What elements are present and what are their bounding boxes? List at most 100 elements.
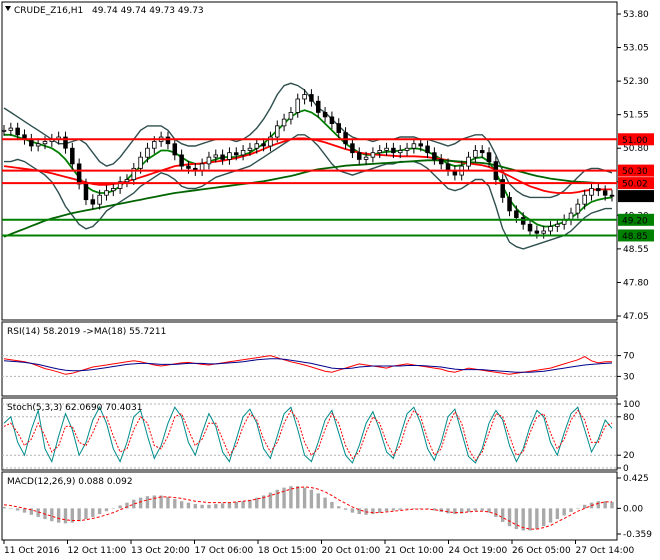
candle-body bbox=[104, 190, 109, 196]
level-label-51.00: 51.00 bbox=[622, 136, 648, 146]
candle-body bbox=[397, 150, 403, 154]
macd-tick-label: 0.425 bbox=[623, 474, 649, 484]
macd-bar bbox=[234, 501, 238, 509]
macd-bar bbox=[309, 489, 314, 509]
candle-body bbox=[172, 143, 178, 156]
candle-body bbox=[268, 136, 273, 147]
price-tick-label: 47.05 bbox=[623, 312, 649, 322]
macd-bar bbox=[466, 508, 471, 512]
candle-body bbox=[548, 226, 553, 232]
candle-body bbox=[520, 217, 526, 225]
macd-bar bbox=[220, 503, 225, 509]
macd-bar bbox=[514, 508, 519, 530]
macd-bar bbox=[473, 508, 478, 511]
macd-bar bbox=[412, 508, 416, 509]
macd-bar bbox=[166, 496, 170, 509]
candle-body bbox=[596, 188, 601, 192]
candle-body bbox=[336, 123, 341, 133]
macd-bar bbox=[494, 508, 498, 517]
macd-bar bbox=[77, 508, 81, 522]
macd-bar bbox=[159, 495, 163, 509]
level-tag-50.02 bbox=[618, 177, 654, 190]
candle-body bbox=[179, 154, 184, 167]
macd-bar bbox=[186, 502, 191, 509]
candle-body bbox=[240, 150, 246, 156]
macd-signal-line bbox=[3, 486, 613, 530]
macd-bar bbox=[91, 508, 95, 517]
candle-body bbox=[514, 210, 519, 218]
candle-body bbox=[432, 152, 437, 160]
candle-body bbox=[186, 165, 191, 169]
macd-bar bbox=[111, 508, 115, 509]
candle-body bbox=[97, 194, 102, 205]
candle-body bbox=[370, 152, 376, 158]
candle-body bbox=[418, 143, 423, 147]
macd-bar bbox=[207, 504, 211, 509]
candle-body bbox=[527, 223, 533, 232]
macd-bar bbox=[316, 493, 320, 509]
macd-bar bbox=[125, 502, 129, 509]
macd-bar bbox=[521, 508, 525, 531]
candle-body bbox=[42, 141, 48, 145]
macd-bar bbox=[152, 495, 156, 509]
level-label-48.85: 48.85 bbox=[622, 232, 648, 242]
candle-body bbox=[568, 212, 574, 221]
macd-bar bbox=[214, 504, 218, 509]
candle-body bbox=[1, 129, 7, 132]
candle-body bbox=[541, 230, 546, 234]
macd-bar bbox=[378, 508, 382, 513]
candle-body bbox=[70, 147, 75, 165]
macd-bar bbox=[432, 508, 437, 511]
macd-bar bbox=[173, 499, 177, 509]
macd-bar bbox=[582, 504, 587, 509]
price-tick-label: 47.80 bbox=[623, 278, 649, 288]
macd-bar bbox=[541, 508, 546, 527]
current-price-tag bbox=[618, 190, 654, 203]
candle-body bbox=[507, 197, 512, 212]
candle-body bbox=[131, 167, 137, 180]
candle-body bbox=[404, 147, 410, 151]
candle-body bbox=[377, 150, 382, 154]
macd-bar bbox=[302, 487, 307, 509]
x-tick-label: 17 Oct 06:00 bbox=[195, 546, 254, 556]
price-tick-label: 52.30 bbox=[623, 77, 649, 87]
tick-label: 0 bbox=[623, 464, 629, 474]
candle-body bbox=[589, 188, 594, 196]
candle-body bbox=[350, 143, 355, 154]
macd-bar bbox=[384, 508, 389, 512]
macd-bar bbox=[501, 508, 505, 522]
x-tick-label: 20 Oct 01:00 bbox=[322, 546, 381, 556]
macd-bar bbox=[15, 508, 20, 511]
macd-bar bbox=[323, 497, 327, 509]
macd-bar bbox=[268, 492, 273, 509]
level-label-49.20: 49.20 bbox=[622, 216, 648, 226]
candle-body bbox=[582, 194, 587, 205]
x-axis: 11 Oct 2016 12 Oct 11:00 13 Oct 20:00 17 Oc… bbox=[3, 540, 635, 556]
candle-body bbox=[479, 150, 485, 154]
x-tick-label: 13 Oct 20:00 bbox=[131, 546, 190, 556]
candle-body bbox=[275, 125, 280, 138]
macd-bar bbox=[460, 508, 464, 514]
x-tick-label: 24 Oct 19:00 bbox=[449, 546, 508, 556]
level-tag-51.00 bbox=[618, 133, 654, 146]
price-tick-label: 51.55 bbox=[623, 111, 649, 121]
x-tick-label: 27 Oct 14:00 bbox=[576, 546, 635, 556]
candle-body bbox=[391, 147, 396, 154]
candle-body bbox=[288, 112, 294, 120]
macd-bar bbox=[487, 508, 491, 513]
rsi-layer: 70 30 bbox=[2, 352, 635, 382]
candle-body bbox=[165, 136, 171, 145]
candle-body bbox=[466, 156, 471, 167]
macd-bar bbox=[603, 501, 607, 509]
candle-body bbox=[315, 100, 321, 113]
macd-bar bbox=[29, 508, 34, 515]
level-label-50.02: 50.02 bbox=[622, 180, 648, 190]
macd-bar bbox=[350, 508, 355, 513]
candle-body bbox=[322, 112, 328, 118]
macd-bar bbox=[70, 508, 75, 523]
macd-bar bbox=[118, 505, 122, 509]
macd-bar bbox=[610, 501, 614, 509]
candle-body bbox=[90, 199, 96, 205]
candle-body bbox=[309, 94, 314, 102]
macd-bar bbox=[9, 508, 13, 509]
